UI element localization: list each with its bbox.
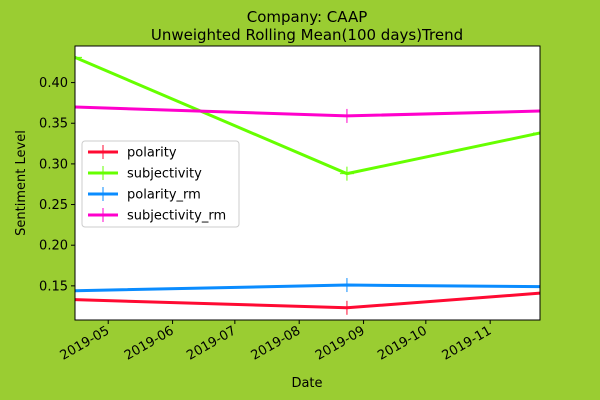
x-tick-label: 2019-06 — [122, 323, 177, 363]
chart-subtitle: Unweighted Rolling Mean(100 days)Trend — [151, 26, 463, 44]
data-point-marker — [533, 286, 540, 301]
y-tick-label: 0.35 — [39, 117, 68, 132]
legend-label: polarity_rm — [127, 188, 201, 203]
y-tick-label: 0.15 — [39, 279, 68, 294]
data-point-marker — [339, 166, 354, 181]
y-tick-label: 0.30 — [39, 157, 68, 172]
y-tick-label: 0.20 — [39, 239, 68, 254]
series-subjectivity — [75, 50, 540, 181]
data-point-marker — [339, 300, 354, 315]
y-axis-label: Sentiment Level — [14, 130, 29, 236]
legend-label: subjectivity — [127, 167, 202, 182]
data-point-marker — [339, 278, 354, 293]
x-tick-label: 2019-07 — [184, 323, 239, 363]
data-point-marker — [75, 50, 82, 65]
data-point-marker — [75, 283, 82, 298]
x-tick-label: 2019-08 — [249, 323, 304, 363]
legend: polarity subjectivity polarity_rm subjectiv… — [81, 140, 240, 228]
legend-item: subjectivity_rm — [88, 208, 226, 224]
data-point-marker — [533, 279, 540, 294]
y-tick-label: 0.40 — [39, 76, 68, 91]
data-point-marker — [75, 99, 82, 114]
legend-item: polarity_rm — [88, 187, 201, 203]
series-polarity — [75, 286, 540, 315]
data-point-marker — [75, 292, 82, 307]
x-tick-label: 2019-11 — [440, 323, 495, 363]
y-tick-label: 0.25 — [39, 198, 68, 213]
x-tick-label: 2019-10 — [375, 323, 430, 363]
series-subjectivity-rm — [75, 99, 540, 123]
legend-box — [81, 140, 240, 228]
x-tick-label: 2019-09 — [313, 323, 368, 363]
plot-frame — [74, 45, 541, 321]
data-point-marker — [339, 108, 354, 123]
x-tick-label: 2019-05 — [58, 323, 113, 363]
x-axis-label: Date — [291, 376, 322, 391]
chart-title: Company: CAAP — [247, 8, 368, 26]
legend-item: polarity — [88, 145, 177, 161]
data-point-marker — [533, 125, 540, 140]
legend-item: subjectivity — [88, 166, 202, 182]
data-point-marker — [533, 104, 540, 119]
legend-label: polarity — [127, 146, 177, 161]
series-polarity-rm — [75, 278, 540, 298]
legend-label: subjectivity_rm — [127, 209, 226, 224]
